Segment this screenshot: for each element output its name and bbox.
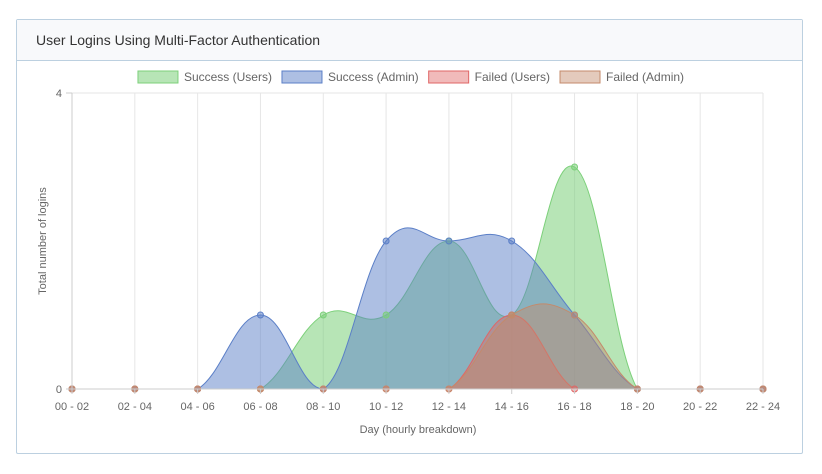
x-tick-label: 18 - 20: [620, 401, 654, 413]
x-axis-title: Day (hourly breakdown): [360, 424, 477, 436]
point-success-admin: [256, 311, 264, 319]
x-tick-label: 08 - 10: [306, 401, 340, 413]
axes: 0 4 00 - 02 02 - 04 04 - 06 06 - 08 08 - 10 10 …: [55, 88, 780, 413]
y-tick-label: 4: [56, 88, 62, 100]
x-tick-label: 22 - 24: [746, 401, 780, 413]
legend-label: Success (Admin): [328, 70, 419, 84]
x-tick-label: 02 - 04: [118, 401, 152, 413]
legend[interactable]: Success (Users) Success (Admin) Failed (Us…: [137, 70, 684, 84]
legend-label: Success (Users): [184, 70, 272, 84]
area-success-admin: [72, 227, 763, 389]
point-success-admin: [382, 237, 390, 245]
y-tick-label: 0: [56, 384, 62, 396]
legend-swatch: [281, 70, 323, 84]
x-tick-label: 04 - 06: [181, 401, 215, 413]
x-tick-label: 12 - 14: [432, 401, 466, 413]
panel-header: User Logins Using Multi-Factor Authentic…: [17, 20, 802, 61]
x-tick-label: 00 - 02: [55, 401, 89, 413]
point-success-users: [382, 311, 390, 319]
point-failed-admin: [508, 311, 516, 319]
point-success-users: [571, 163, 579, 171]
area-failed-admin: [72, 303, 763, 389]
x-tick-label: 06 - 08: [243, 401, 277, 413]
panel-title: User Logins Using Multi-Factor Authentic…: [36, 32, 321, 48]
x-tick-label: 10 - 12: [369, 401, 403, 413]
series-areas: [72, 165, 763, 390]
legend-label: Failed (Users): [475, 70, 550, 84]
legend-item-success-admin[interactable]: Success (Admin): [281, 70, 419, 84]
x-tick-label: 20 - 22: [683, 401, 717, 413]
legend-item-failed-users[interactable]: Failed (Users): [428, 70, 550, 84]
point-failed-admin: [571, 311, 579, 319]
legend-swatch: [428, 70, 470, 84]
legend-swatch: [559, 70, 601, 84]
point-success-users: [319, 311, 327, 319]
legend-item-success-users[interactable]: Success (Users): [137, 70, 272, 84]
point-success-admin: [445, 237, 453, 245]
y-axis-title: Total number of logins: [37, 187, 49, 295]
x-tick-label: 16 - 18: [557, 401, 591, 413]
point-success-admin: [508, 237, 516, 245]
legend-item-failed-admin[interactable]: Failed (Admin): [559, 70, 684, 84]
x-tick-label: 14 - 16: [495, 401, 529, 413]
legend-label: Failed (Admin): [606, 70, 684, 84]
legend-swatch: [137, 70, 179, 84]
